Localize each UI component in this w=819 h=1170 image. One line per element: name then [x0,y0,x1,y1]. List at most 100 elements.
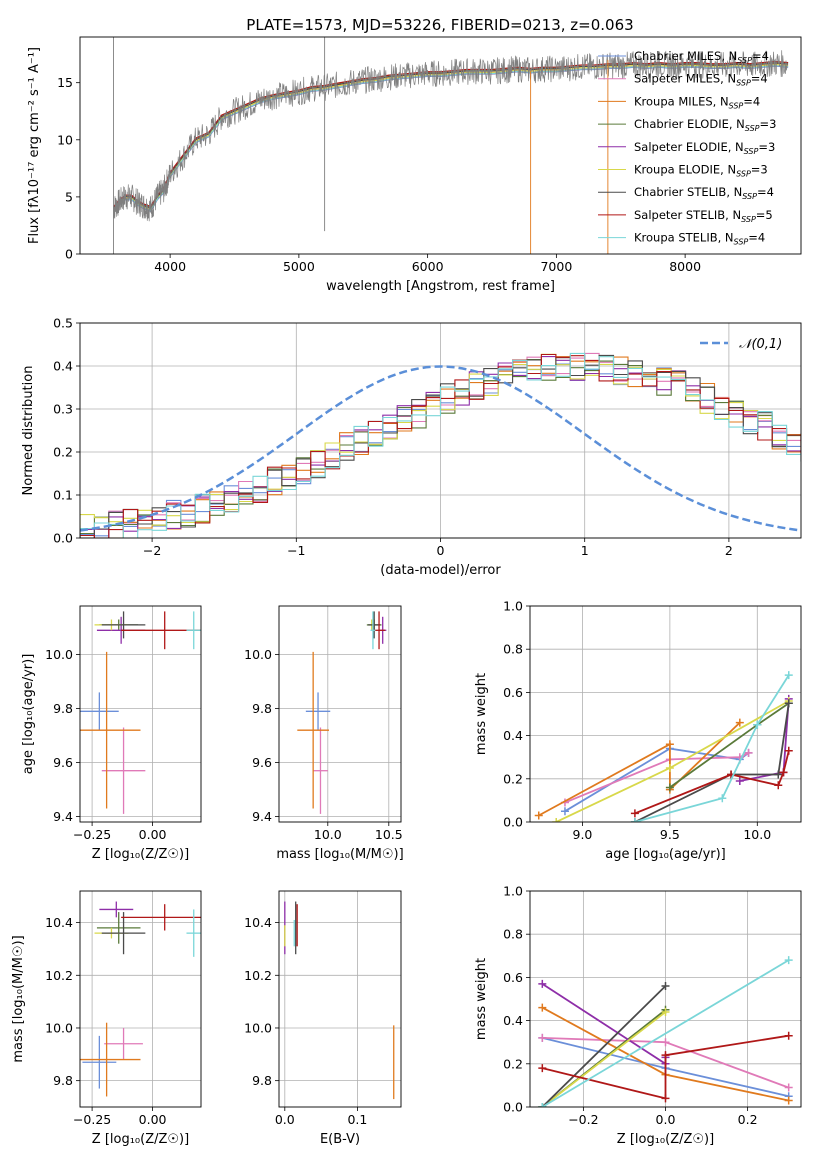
mass_ebv-ytick-label: 10.2 [244,968,272,983]
age_mass-ytick-label: 10.0 [244,647,272,662]
weight_Z-series-line [541,959,790,1107]
age_mass-ytick-label: 9.6 [252,755,272,770]
weight_age-series-line [634,703,790,822]
weight_age-ytick-label: 0.4 [503,728,523,743]
residuals-ytick-label: 0.3 [53,402,73,417]
age_mass-axes [275,606,401,826]
mass_ebv-ytick-label: 10.0 [244,1020,272,1035]
weight_Z-series-marker [661,982,670,991]
age_mass-ytick-label: 9.8 [252,701,272,716]
weight_Z-series-marker [661,1051,670,1060]
weight_age-series-marker [774,770,783,779]
residuals-ytick-label: 0.4 [53,359,73,374]
residuals-hist-0 [80,363,801,538]
weight_age-series-line [634,674,790,822]
mass_Z-ytick-label: 9.8 [53,1073,73,1088]
age_mass-xtick-label: 10.0 [314,827,342,842]
spectrum-ylabel: Flux [fλ10⁻¹⁷ erg cm⁻² s⁻¹ A⁻¹] [27,47,42,244]
residuals-ylabel: Normed distribution [21,366,36,496]
weight_age-xtick-label: 9.5 [660,827,680,842]
spectrum-ytick-label: 0 [65,247,73,262]
weight_age-series-marker [665,783,674,792]
residuals-xtick-label: −2 [143,543,161,558]
weight_age-ytick-label: 0.2 [503,771,523,786]
weight_Z-series-marker [538,1103,547,1107]
residuals-hist-7 [80,353,801,538]
weight_age-series-marker [630,818,639,822]
weight_age-axes [526,605,801,826]
weight_Z-series-line [541,985,667,1107]
mass_ebv-xlabel: E(B-V) [320,1132,360,1147]
age_Z-frame [79,605,202,823]
residuals-ytick-label: 0.1 [53,488,73,503]
mass_Z-frame [79,890,202,1108]
mass_ebv-ytick-label: 10.4 [244,915,272,930]
mass_Z-ylabel: mass [log₁₀(M/M☉)] [11,935,26,1062]
spectrum-legend-label: Kroupa ELODIE, NSSP=3 [634,163,768,179]
spectrum-ytick-label: 5 [65,189,73,204]
age_Z-ytick-label: 9.6 [53,755,73,770]
weight_age-series-marker [779,768,788,777]
weight_age-series-line [564,752,749,804]
age_Z-xlabel: Z [log₁₀(Z/Z☉)] [92,847,189,862]
mass_ebv-frame [278,890,402,1108]
spectrum-legend-label: Kroupa MILES, NSSP=4 [634,94,760,110]
weight_age-ytick-label: 0.8 [503,642,523,657]
spectrum-xtick-label: 7000 [540,259,572,274]
age_mass-frame [278,605,402,823]
age_mass-ytick-label: 9.4 [252,809,272,824]
spectrum-axes [76,82,686,258]
age_Z-xtick-label: −0.25 [73,827,111,842]
mass_ebv-axes [275,891,401,1111]
weight_Z-xtick-label: −0.2 [568,1112,598,1127]
residuals-xtick-label: 0 [437,543,445,558]
mass_Z-xtick-label: −0.25 [73,1112,111,1127]
weight_Z-series-marker [784,1031,793,1040]
residuals-hist-2 [80,355,801,538]
residuals-xtick-label: 2 [725,543,733,558]
weight_age-frame [529,605,802,823]
age_mass-xtick-label: 10.5 [375,827,403,842]
spectrum-legend-label: Chabrier ELODIE, NSSP=3 [634,117,776,133]
mass_ebv-xtick-label: 0.1 [347,1112,367,1127]
weight_Z-series-marker [784,1083,793,1092]
residuals-xlabel: (data-model)/error [380,563,501,578]
residuals-hist-5 [80,353,801,538]
residuals-frame [79,322,802,539]
residuals-xtick-label: 1 [581,543,589,558]
weight_Z-ytick-label: 0.4 [503,1013,523,1028]
residuals-hist-1 [80,352,801,538]
age_Z-ylabel: age [log₁₀(age/yr)] [21,654,36,775]
mass_Z-axes [76,891,201,1111]
spectrum-legend-label: Chabrier STELIB, NSSP=4 [634,185,774,201]
weight_age-series-marker [718,794,727,803]
weight_Z-series-marker [784,1096,793,1105]
spectrum-legend-label: Salpeter STELIB, NSSP=5 [634,208,773,224]
residuals-gaussian-curve [80,365,801,532]
weight_age-series-marker [534,811,543,820]
spectrum-xtick-label: 8000 [669,259,701,274]
weight_age-xtick-label: 9.0 [573,827,593,842]
weight_age-series-marker [753,720,762,729]
residuals-hist-8 [80,352,801,538]
weight_age-ytick-label: 0.0 [503,815,523,830]
weight_age-xlabel: age [log₁₀(age/yr)] [605,847,726,862]
spectrum-xlabel: wavelength [Angstrom, rest frame] [326,279,555,294]
weight_age-series-marker [665,764,674,772]
weight_Z-ylabel: mass weight [474,958,489,1040]
weight_age-series-line [739,698,790,782]
spectrum-xtick-label: 6000 [412,259,444,274]
residuals-ytick-label: 0.0 [53,531,73,546]
spectrum-legend-label: Chabrier MILES, NSSP=4 [634,49,769,65]
weight_Z-ytick-label: 0.8 [503,927,523,942]
mass_ebv-xtick-label: 0.0 [275,1112,295,1127]
weight_age-series-marker [784,746,793,755]
weight_age-ylabel: mass weight [474,673,489,755]
weight_age-series-marker [630,809,639,818]
weight_Z-ytick-label: 0.2 [503,1056,523,1071]
residuals-ytick-label: 0.2 [53,445,73,460]
weight_age-xtick-label: 10.0 [743,827,771,842]
mass_Z-ytick-label: 10.0 [45,1020,73,1035]
weight_age-ytick-label: 0.6 [503,685,523,700]
